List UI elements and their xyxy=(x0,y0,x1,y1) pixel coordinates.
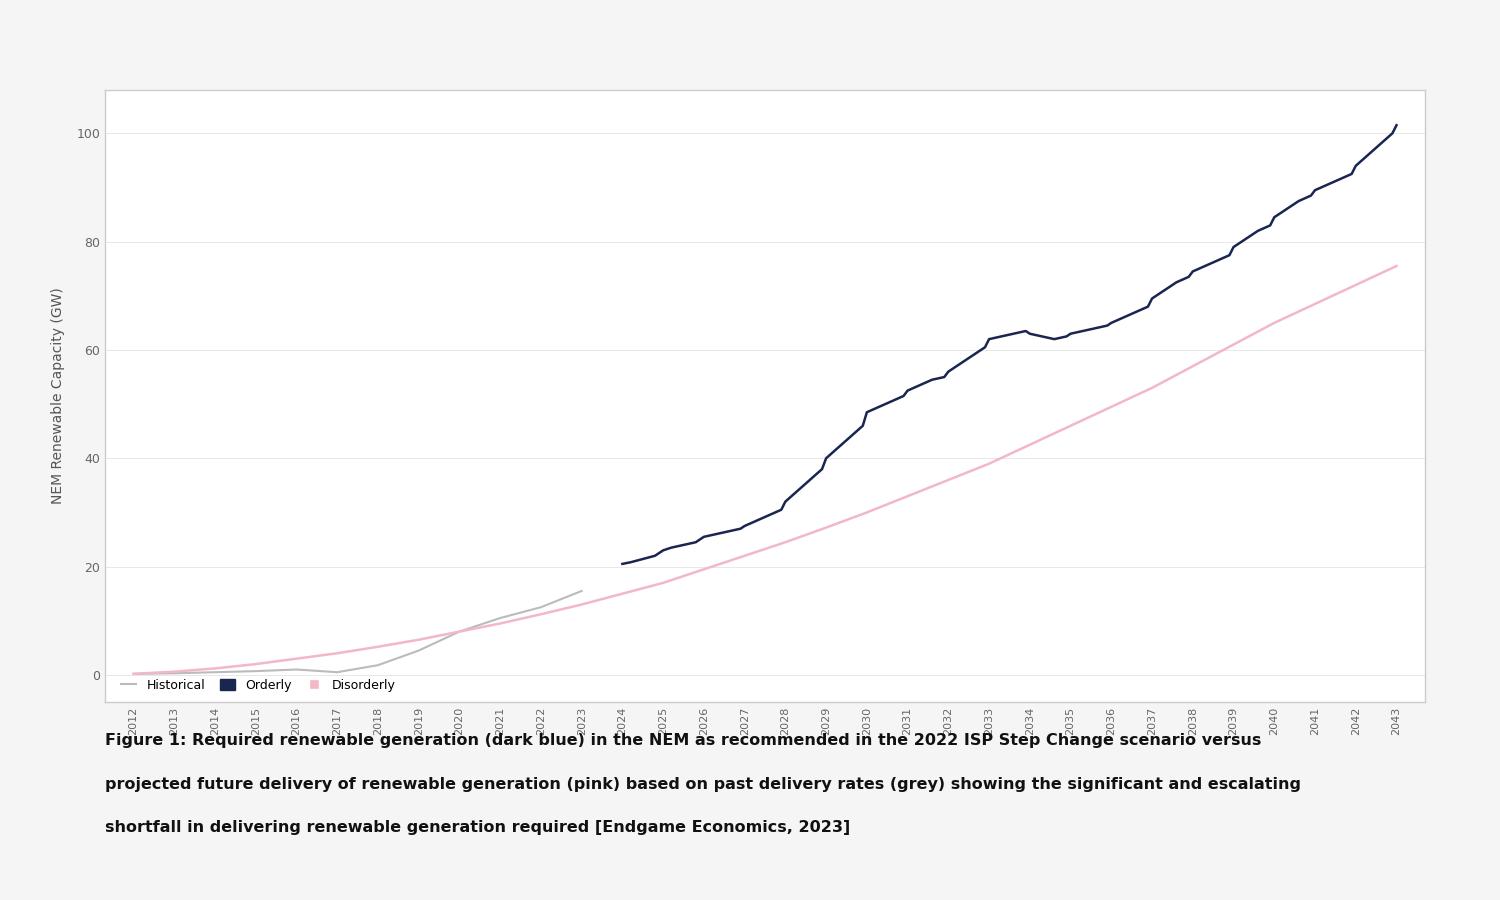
Text: Figure 1: Required renewable generation (dark blue) in the NEM as recommended in: Figure 1: Required renewable generation … xyxy=(105,734,1261,749)
Legend: Historical, Orderly, Disorderly: Historical, Orderly, Disorderly xyxy=(111,669,405,702)
Text: projected future delivery of renewable generation (pink) based on past delivery : projected future delivery of renewable g… xyxy=(105,777,1300,792)
Y-axis label: NEM Renewable Capacity (GW): NEM Renewable Capacity (GW) xyxy=(51,288,64,504)
Text: shortfall in delivering renewable generation required [Endgame Economics, 2023]: shortfall in delivering renewable genera… xyxy=(105,820,850,835)
